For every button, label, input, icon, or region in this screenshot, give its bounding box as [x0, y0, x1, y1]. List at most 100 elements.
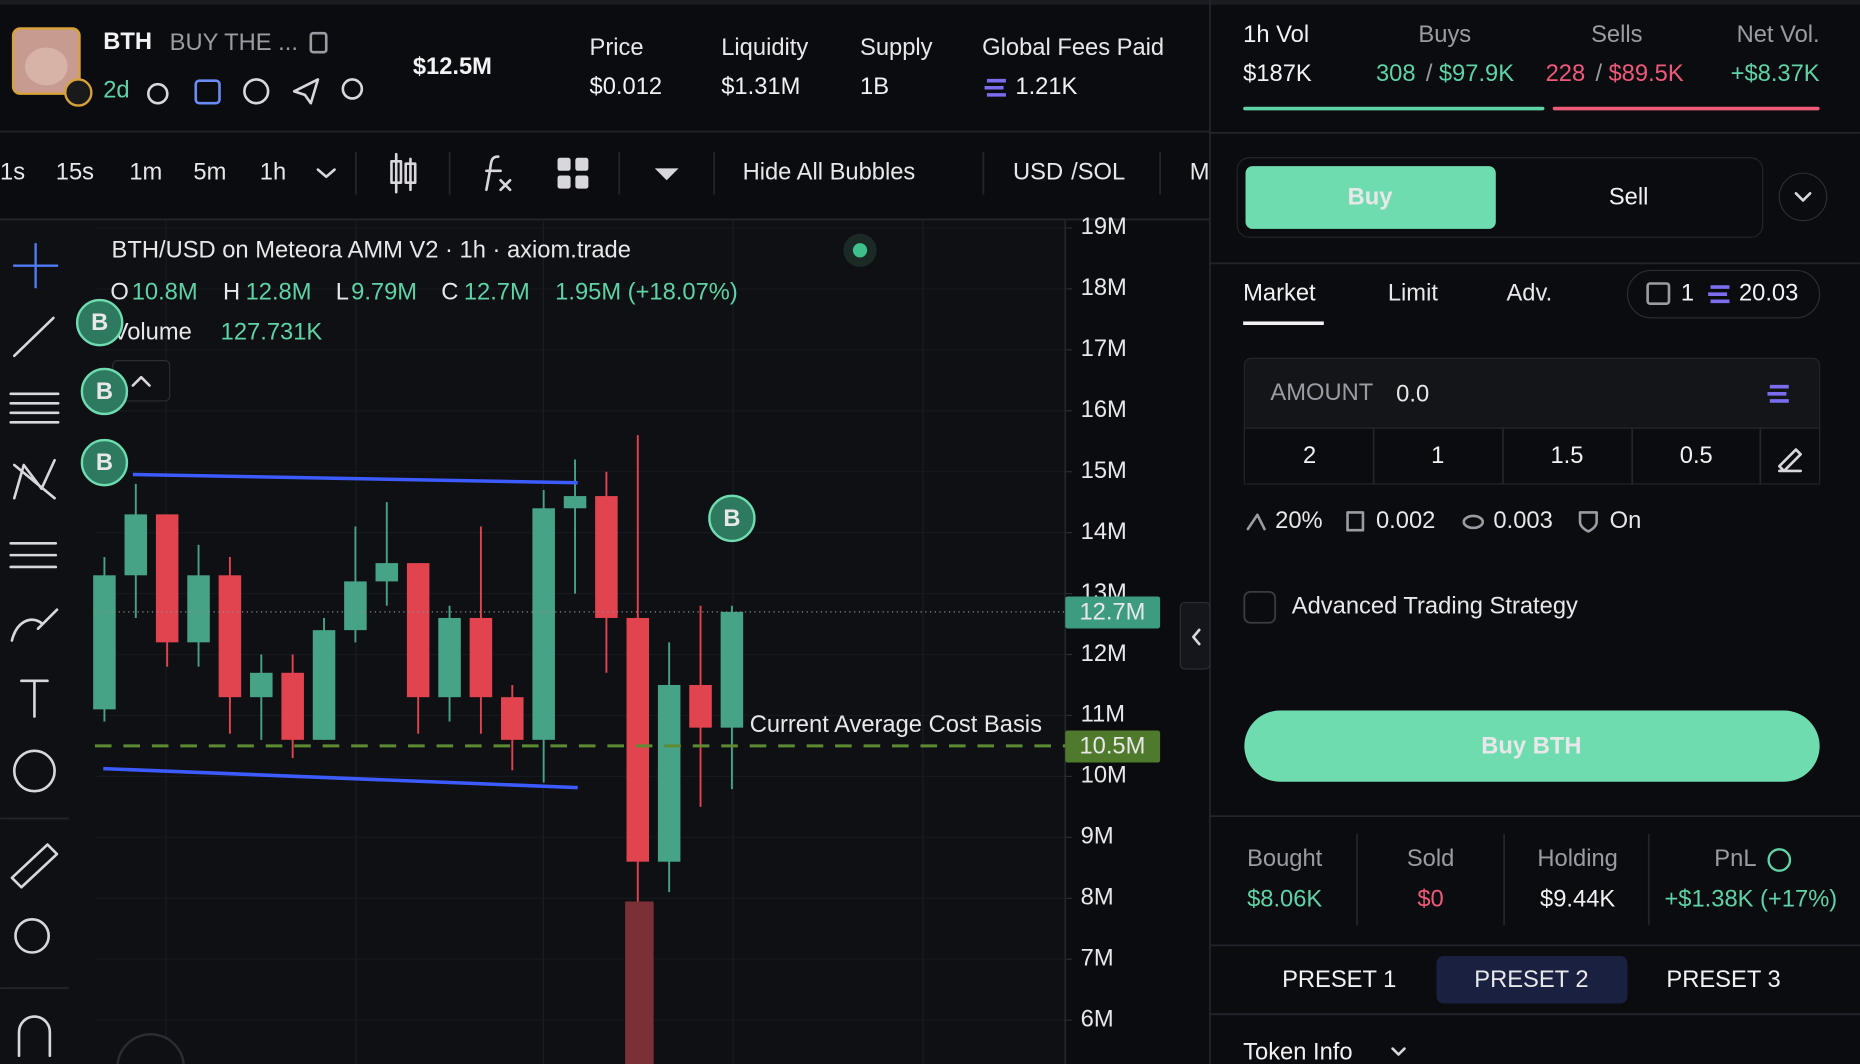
slippage[interactable]: 20% — [1275, 508, 1322, 534]
crosshair-tool[interactable] — [13, 243, 59, 289]
quick-amount[interactable]: 1 — [1431, 443, 1444, 469]
candle-body — [124, 514, 148, 576]
zoom-tool[interactable] — [14, 917, 50, 954]
trade-bubble[interactable] — [80, 438, 129, 487]
order-tab-underline — [1243, 321, 1324, 326]
token-age: 2d — [103, 78, 129, 104]
y-tick-label: 8M — [1081, 885, 1114, 911]
quick-amount[interactable]: 2 — [1303, 443, 1316, 469]
interval[interactable]: 5m — [193, 159, 226, 185]
quick-amount[interactable]: 1.5 — [1550, 443, 1583, 469]
position-label: Holding — [1537, 846, 1617, 872]
trade-bubble-label: B — [96, 379, 113, 405]
candle-body — [501, 697, 524, 740]
pattern-tool[interactable] — [12, 458, 56, 500]
stat-label: Liquidity — [721, 35, 808, 61]
separator: / — [1426, 61, 1433, 87]
candle-body — [438, 617, 461, 698]
bribe-fee[interactable]: 0.003 — [1493, 508, 1552, 534]
amount-placeholder: 0.0 — [1396, 381, 1429, 407]
interval-dropdown[interactable] — [316, 168, 336, 179]
candle-body — [720, 611, 744, 728]
order-tab[interactable]: Adv. — [1506, 280, 1552, 306]
preset-tab[interactable]: PRESET 3 — [1666, 967, 1780, 993]
amount-label: AMOUNT — [1270, 380, 1373, 406]
toolbar-overflow[interactable]: M — [1190, 159, 1210, 185]
interval[interactable]: 1s — [0, 159, 25, 185]
projection-tool[interactable] — [9, 541, 58, 569]
candle-body — [563, 496, 587, 509]
website-icon[interactable] — [243, 78, 270, 105]
token-info-toggle[interactable]: Token Info — [1243, 1040, 1352, 1064]
trade-bubble[interactable] — [80, 367, 129, 416]
trendline-tool[interactable] — [12, 316, 55, 358]
currency-sol[interactable]: /SOL — [1071, 159, 1125, 185]
emoji-tool[interactable] — [12, 749, 56, 793]
candle-body — [532, 508, 555, 740]
token-info-chevron — [1391, 1047, 1406, 1056]
preset-tab[interactable]: PRESET 1 — [1282, 967, 1396, 993]
slippage-icon — [1246, 513, 1266, 531]
position-label: Bought — [1247, 846, 1323, 872]
buy-tab-label: Buy — [1348, 184, 1394, 210]
candle-type-icon[interactable] — [390, 152, 417, 194]
interval[interactable]: 15s — [56, 159, 94, 185]
magnet-tool[interactable] — [17, 1015, 52, 1058]
quick-amount[interactable]: 0.5 — [1680, 443, 1713, 469]
buy-tab[interactable] — [1245, 166, 1496, 229]
go-to-button[interactable] — [116, 1033, 185, 1064]
telegram-icon[interactable] — [292, 78, 320, 105]
priority-fee[interactable]: 0.002 — [1376, 508, 1435, 534]
y-tick-label: 9M — [1081, 824, 1114, 850]
search-icon[interactable] — [341, 78, 364, 100]
trade-bubble[interactable] — [75, 298, 124, 347]
order-tab[interactable]: Limit — [1388, 280, 1438, 306]
more-dropdown[interactable] — [654, 168, 679, 181]
preset-tab-active[interactable]: PRESET 2 — [1474, 967, 1588, 993]
brush-tool[interactable] — [10, 608, 59, 642]
wallet-icon — [1646, 282, 1671, 305]
side-menu[interactable] — [1778, 172, 1828, 222]
y-tick-label: 10M — [1081, 763, 1127, 789]
layout-icon[interactable] — [557, 157, 571, 171]
candle-body — [218, 575, 242, 698]
currency-usd[interactable]: USD — [1013, 159, 1063, 185]
edit-presets[interactable] — [1777, 448, 1802, 473]
buys-count: 308 — [1376, 61, 1416, 87]
sell-tab[interactable]: Sell — [1609, 184, 1649, 210]
stat-value: 1.21K — [1015, 74, 1077, 100]
trade-form: Buy Sell Market Limit Adv. 1 20.03 AMOUN… — [1209, 157, 1860, 782]
trade-bubble[interactable] — [708, 494, 756, 543]
trade-bubble-label: B — [91, 310, 108, 336]
position-value: +$1.38K (+17%) — [1664, 887, 1837, 913]
y-tick-label: 11M — [1081, 702, 1125, 728]
legend-change: 1.95M (+18.07%) — [555, 279, 738, 305]
cost-basis-text: Current Average Cost Basis — [750, 712, 1042, 738]
wallet-selector[interactable] — [1626, 269, 1821, 319]
mev-protection[interactable]: On — [1610, 508, 1642, 534]
community-icon[interactable] — [194, 79, 221, 105]
layout-icon — [575, 157, 589, 171]
order-tab-active[interactable]: Market — [1243, 280, 1316, 306]
indicators-icon[interactable] — [485, 155, 512, 192]
holder-icon[interactable] — [147, 82, 169, 105]
wallet-count: 1 — [1681, 280, 1694, 306]
interval[interactable]: 1m — [129, 159, 162, 185]
pnl-currency-toggle[interactable] — [1767, 848, 1792, 872]
text-tool[interactable] — [20, 679, 49, 718]
copy-icon[interactable] — [309, 31, 328, 54]
avatar-badge — [64, 78, 93, 107]
interval-active[interactable]: 1h — [260, 159, 286, 185]
advanced-checkbox[interactable] — [1243, 591, 1277, 624]
hide-bubbles[interactable]: Hide All Bubbles — [743, 159, 916, 185]
stat-label: Price — [590, 35, 644, 61]
fib-tool[interactable] — [9, 392, 60, 424]
candle-body — [406, 563, 430, 698]
ruler-tool[interactable] — [10, 843, 59, 889]
submit-button[interactable] — [1244, 710, 1820, 782]
stat-value: $0.012 — [590, 74, 663, 100]
legend-key: O — [110, 279, 128, 305]
sells-label: Sells — [1591, 22, 1642, 48]
preset-active-bg — [1436, 956, 1628, 1004]
